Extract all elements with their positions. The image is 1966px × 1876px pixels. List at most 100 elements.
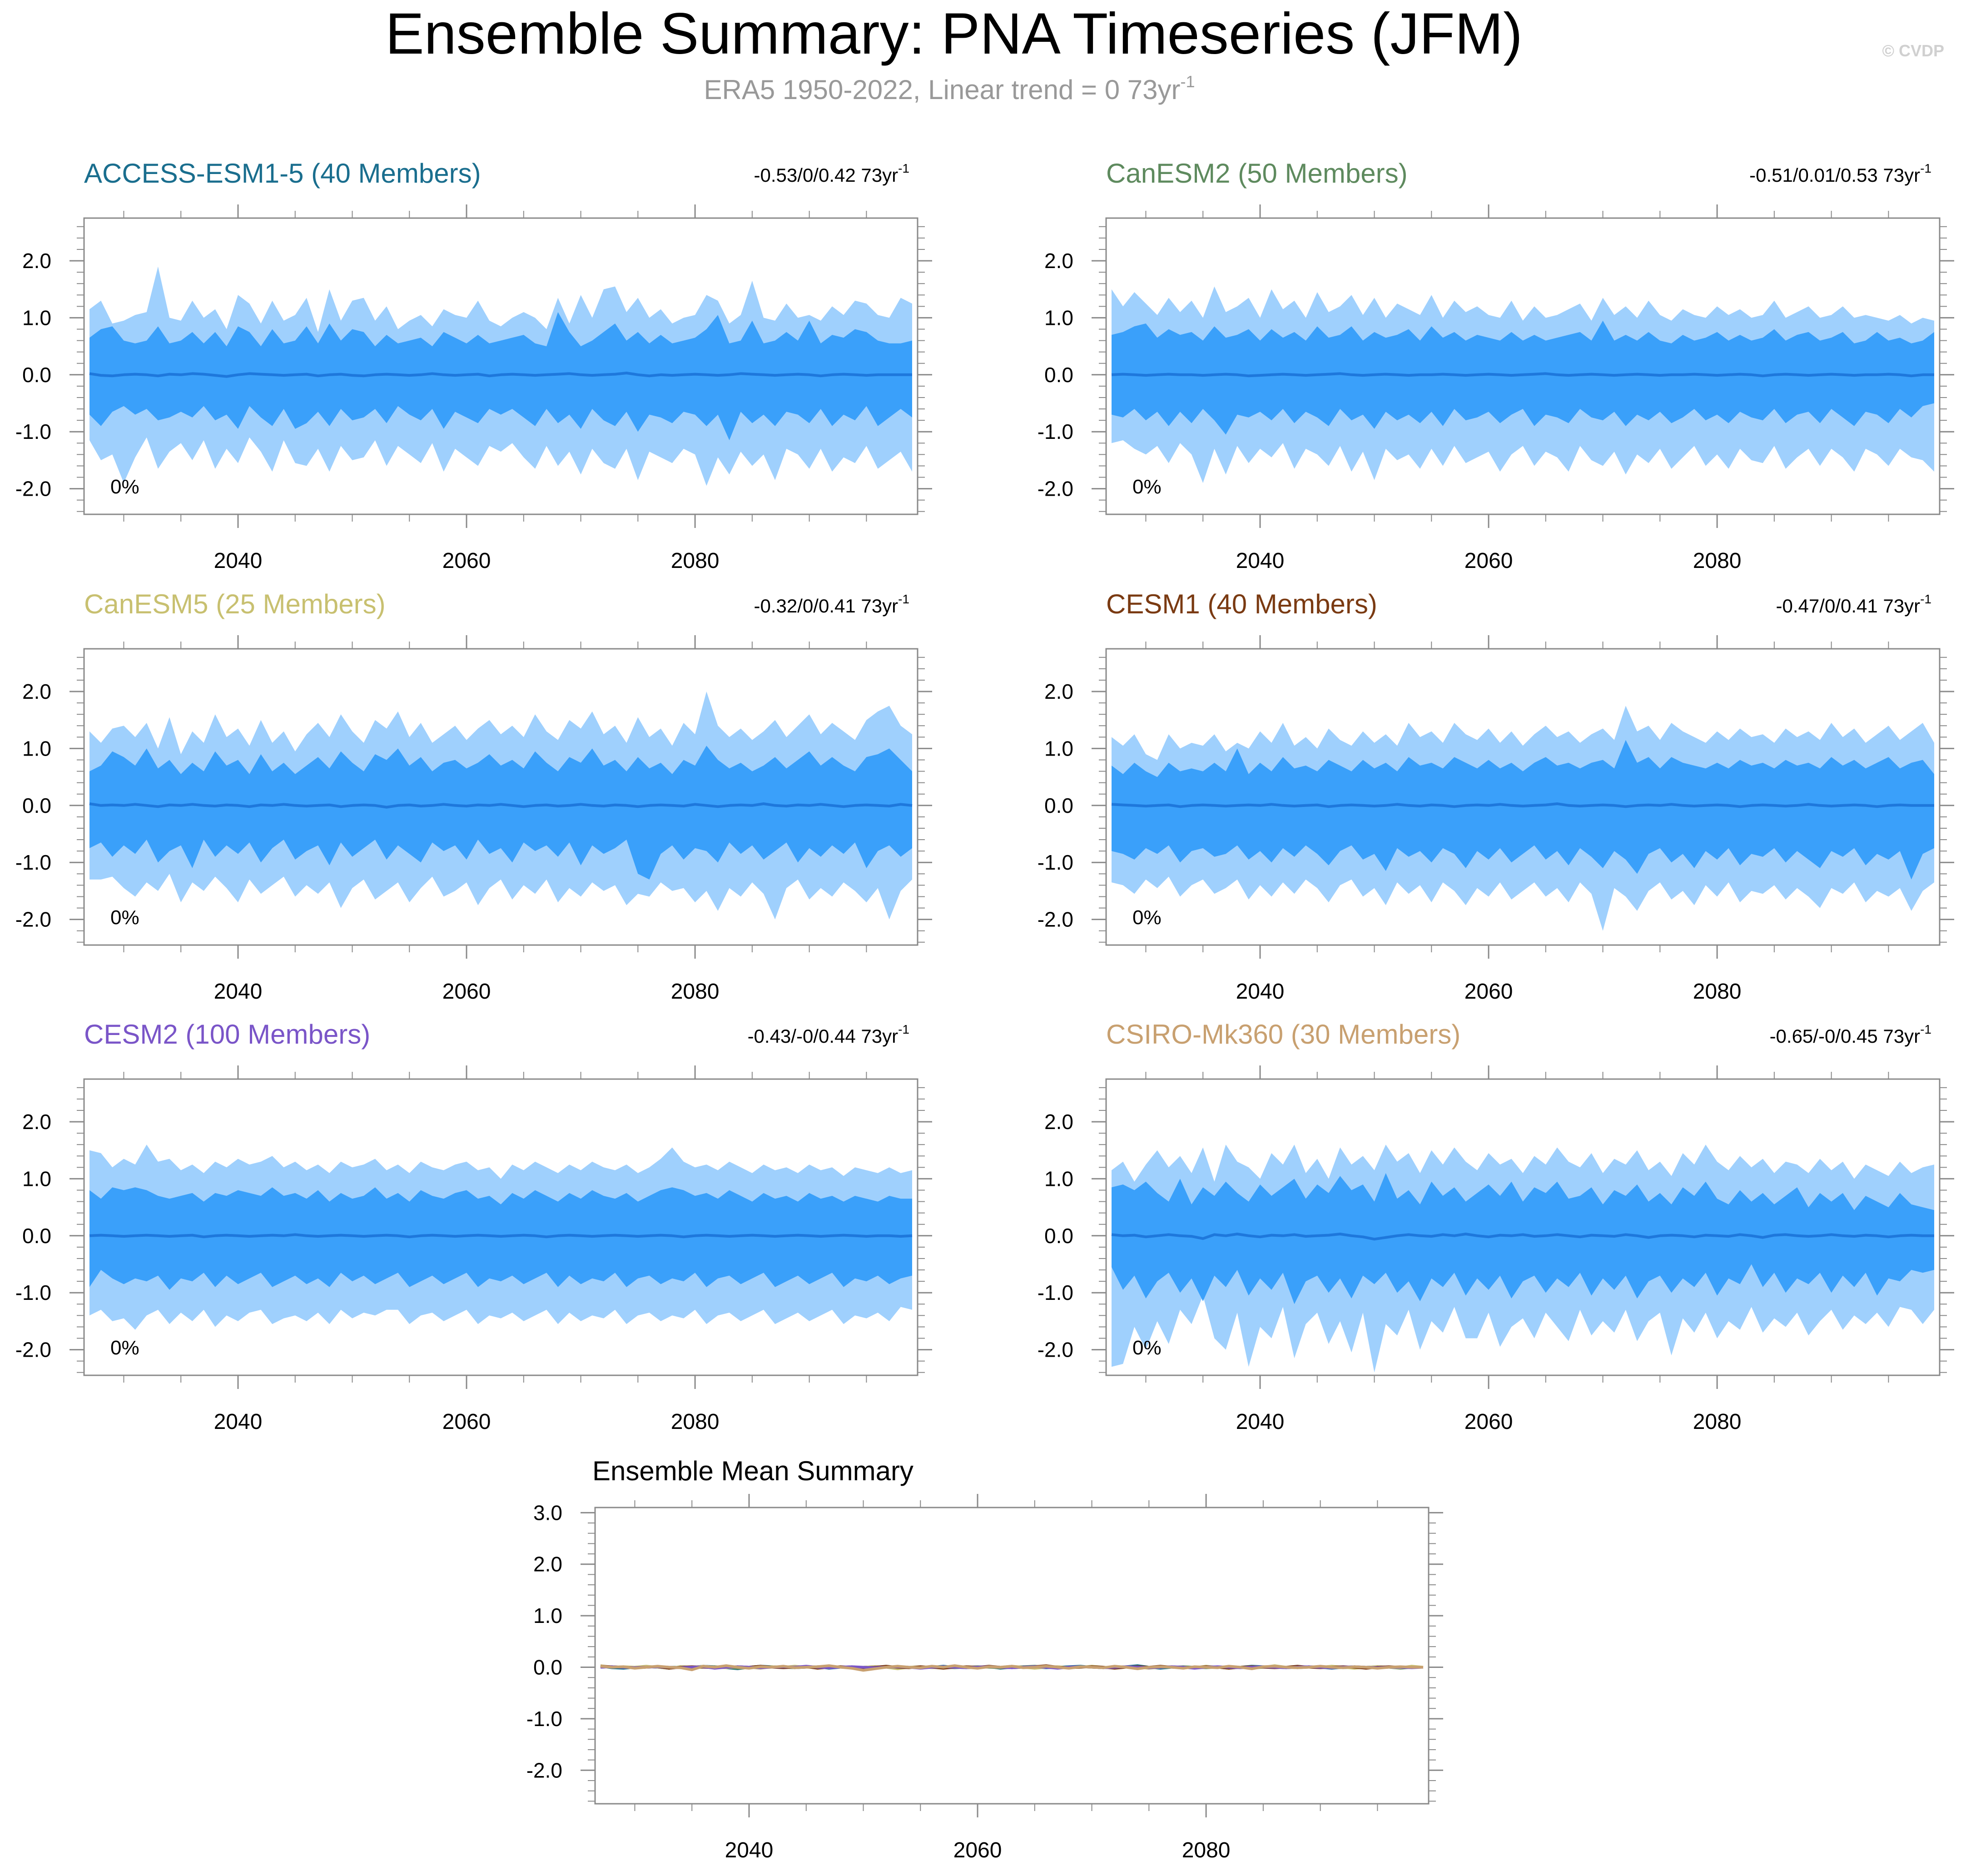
trend-label-text: -0.53/0/0.42 73yr	[754, 164, 899, 186]
x-tick-label: 2040	[725, 1838, 774, 1862]
trend-label: -0.51/0.01/0.53 73yr-1	[1749, 161, 1931, 186]
y-tick-label: -2.0	[15, 1338, 51, 1362]
plot-layer	[1111, 706, 1934, 931]
y-tick-label: 1.0	[533, 1604, 562, 1627]
trend-label-superscript: -1	[1920, 1022, 1931, 1036]
panel-title: Ensemble Mean Summary	[592, 1456, 913, 1486]
x-tick-label: 2060	[953, 1838, 1002, 1862]
percent-label: 0%	[110, 1337, 139, 1359]
x-tick-label: 2060	[1465, 549, 1513, 573]
trend-label-superscript: -1	[898, 161, 909, 175]
percent-label: 0%	[110, 906, 139, 929]
figure-title: Ensemble Summary: PNA Timeseries (JFM)	[385, 1, 1523, 66]
x-tick-label: 2040	[1236, 1410, 1285, 1434]
y-tick-label: 2.0	[1044, 249, 1073, 273]
percent-label: 0%	[110, 476, 139, 498]
y-tick-label: 0.0	[22, 794, 51, 817]
x-tick-label: 2060	[442, 1410, 491, 1434]
figure-subtitle-superscript: -1	[1181, 72, 1195, 91]
series-interquartile-band	[89, 312, 912, 440]
x-tick-label: 2040	[1236, 980, 1285, 1004]
figure-subtitle-text: ERA5 1950-2022, Linear trend = 0 73yr	[704, 75, 1180, 105]
y-tick-label: 1.0	[1044, 1167, 1073, 1190]
trend-label-superscript: -1	[1920, 161, 1931, 175]
x-tick-label: 2080	[671, 980, 720, 1004]
y-tick-label: -2.0	[526, 1758, 562, 1782]
x-tick-label: 2060	[1465, 1410, 1513, 1434]
x-tick-label: 2060	[442, 980, 491, 1004]
y-tick-label: -2.0	[15, 908, 51, 931]
percent-label: 0%	[1132, 906, 1162, 929]
x-tick-label: 2080	[671, 549, 720, 573]
chart-panel-3: 2.0 1.0 0.0 -1.0 -2.0 2040 2060 2080 CanESM5 (25…	[15, 589, 932, 1004]
y-tick-label: -1.0	[15, 420, 51, 443]
series-mean-line	[1111, 802, 1934, 808]
series-mean-line	[89, 802, 913, 809]
trend-label: -0.32/0/0.41 73yr-1	[754, 592, 909, 617]
plot-frame	[594, 1507, 1430, 1805]
y-tick-label: 0.0	[1044, 794, 1073, 817]
y-tick-label: -1.0	[1038, 851, 1073, 874]
trend-label: -0.47/0/0.41 73yr-1	[1776, 592, 1931, 617]
y-tick-label: -1.0	[526, 1707, 562, 1731]
x-tick-label: 2080	[1182, 1838, 1231, 1862]
y-tick-label: -2.0	[15, 477, 51, 501]
y-tick-label: 0.0	[22, 363, 51, 387]
trend-label: -0.65/-0/0.45 73yr-1	[1770, 1022, 1931, 1047]
series-mean-line	[89, 1233, 913, 1239]
panel-title: ACCESS-ESM1-5 (40 Members)	[84, 158, 481, 189]
y-tick-label: 3.0	[533, 1501, 562, 1524]
plot-frame	[1105, 217, 1941, 515]
series-line-csiro-mk360	[600, 1664, 1423, 1672]
series-mean-line	[1111, 1233, 1934, 1241]
y-tick-label: 0.0	[22, 1224, 51, 1248]
series-interquartile-band	[1112, 1173, 1934, 1304]
plot-layer	[1111, 286, 1934, 483]
plot-layer	[89, 1145, 913, 1330]
y-tick-label: 1.0	[22, 736, 51, 760]
y-tick-label: 1.0	[22, 306, 51, 329]
y-tick-label: 2.0	[22, 249, 51, 273]
plot-layer	[89, 266, 912, 486]
series-interquartile-band	[89, 1187, 912, 1290]
y-tick-label: 1.0	[22, 1167, 51, 1190]
trend-label: -0.53/0/0.42 73yr-1	[754, 161, 909, 186]
chart-panel-1: 2.0 1.0 0.0 -1.0 -2.0 2040 2060 2080 ACCESS-ESM1…	[15, 158, 932, 573]
panel-title: CanESM5 (25 Members)	[84, 589, 386, 619]
trend-label-text: -0.51/0.01/0.53 73yr	[1749, 164, 1920, 186]
panel-title: CanESM2 (50 Members)	[1106, 158, 1408, 189]
y-tick-label: 2.0	[22, 1110, 51, 1134]
x-tick-label: 2060	[442, 549, 491, 573]
y-tick-label: 0.0	[533, 1656, 562, 1679]
trend-label-superscript: -1	[1920, 592, 1931, 606]
chart-panel-7: 3.0 2.0 1.0 0.0 -1.0 -2.0 2040 2060 2080 Ensemble…	[526, 1456, 1443, 1862]
y-tick-label: -2.0	[1038, 477, 1073, 501]
series-interquartile-band	[1112, 320, 1934, 435]
plot-frame	[83, 648, 918, 946]
chart-panel-4: 2.0 1.0 0.0 -1.0 -2.0 2040 2060 2080 CESM1 (40 M…	[1038, 589, 1954, 1004]
plot-frame	[1105, 648, 1941, 946]
y-tick-label: -1.0	[1038, 1281, 1073, 1304]
x-tick-label: 2080	[1693, 549, 1742, 573]
x-tick-label: 2080	[1693, 980, 1742, 1004]
y-tick-label: -2.0	[1038, 1338, 1073, 1362]
trend-label: -0.43/-0/0.44 73yr-1	[748, 1022, 909, 1047]
chart-panel-2: 2.0 1.0 0.0 -1.0 -2.0 2040 2060 2080 CanESM2 (50…	[1038, 158, 1954, 573]
trend-label-text: -0.65/-0/0.45 73yr	[1770, 1025, 1921, 1047]
plot-layer	[89, 692, 913, 920]
y-tick-label: 2.0	[533, 1553, 562, 1576]
y-tick-label: 1.0	[1044, 306, 1073, 329]
plot-frame	[1105, 1078, 1941, 1376]
plot-layer	[1111, 1145, 1934, 1373]
y-tick-label: 2.0	[1044, 1110, 1073, 1134]
figure-subtitle: ERA5 1950-2022, Linear trend = 0 73yr-1	[704, 72, 1195, 105]
trend-label-superscript: -1	[898, 592, 909, 606]
y-tick-label: 2.0	[1044, 680, 1073, 703]
trend-label-text: -0.47/0/0.41 73yr	[1776, 595, 1921, 617]
x-tick-label: 2040	[214, 1410, 263, 1434]
panel-title: CSIRO-Mk360 (30 Members)	[1106, 1019, 1460, 1050]
trend-label-superscript: -1	[898, 1022, 909, 1036]
y-tick-label: 2.0	[22, 680, 51, 703]
y-tick-label: 0.0	[1044, 1224, 1073, 1248]
